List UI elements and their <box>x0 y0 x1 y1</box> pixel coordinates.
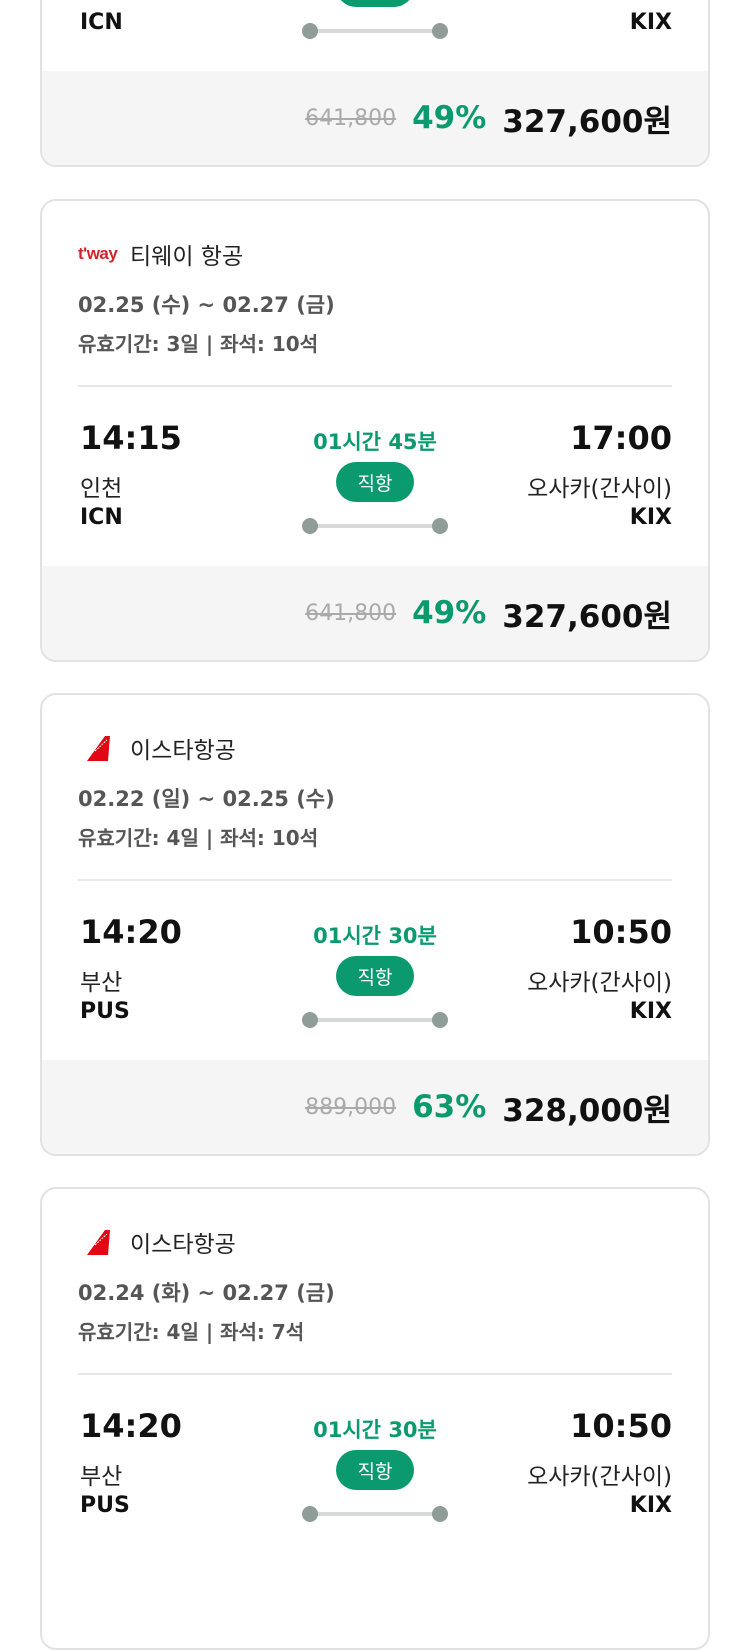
flight-card[interactable]: t'way 티웨이 항공 02.25 (수) ~ 02.27 (금) 유효기간:… <box>40 199 710 662</box>
travel-dates: 02.25 (수) ~ 02.27 (금) <box>78 293 335 317</box>
direct-badge: 직항 <box>336 462 414 502</box>
direct-badge: 직항 <box>336 956 414 996</box>
travel-dates: 02.22 (일) ~ 02.25 (수) <box>78 787 335 811</box>
departure-code: ICN <box>80 505 123 530</box>
original-price: 889,000 <box>305 1094 397 1120</box>
departure-city: 인천 <box>80 476 123 502</box>
divider <box>78 1373 672 1375</box>
original-price: 641,800 <box>305 105 397 131</box>
route-line <box>302 23 448 39</box>
price-area: 641,800 49% 327,600원 <box>42 71 708 165</box>
eastar-tail-logo-icon <box>78 1227 118 1257</box>
price-area: 641,800 49% 327,600원 <box>42 566 708 660</box>
final-price: 327,600원 <box>502 598 672 635</box>
original-price: 641,800 <box>305 600 397 626</box>
arrival-city: 오사카(간사이) <box>527 1464 672 1490</box>
airline-row: t'way 티웨이 항공 <box>78 239 244 270</box>
arrival-city: 오사카(간사이) <box>527 476 672 502</box>
eastar-tail-logo-icon <box>78 733 118 763</box>
airline-name: 이스타항공 <box>130 738 236 764</box>
discount-rate: 63% <box>412 1089 487 1125</box>
route-line <box>302 1012 448 1028</box>
arrival-time: 10:50 <box>570 1407 672 1445</box>
departure-city: 부산 <box>80 1464 123 1490</box>
departure-time: 14:15 <box>80 419 182 457</box>
discount-rate: 49% <box>412 100 487 136</box>
flight-card[interactable]: 이스타항공 02.24 (화) ~ 02.27 (금) 유효기간: 4일 | 좌… <box>40 1187 710 1650</box>
arrival-code: KIX <box>629 505 672 530</box>
arrival-code: KIX <box>629 10 672 35</box>
flight-duration: 01시간 30분 <box>313 1418 437 1442</box>
final-price: 327,600원 <box>502 103 672 140</box>
price-area: 889,000 63% 328,000원 <box>42 1060 708 1154</box>
arrival-city: 오사카(간사이) <box>527 970 672 996</box>
departure-time: 14:20 <box>80 1407 182 1445</box>
direct-badge: 직항 <box>336 1450 414 1490</box>
arrival-time: 17:00 <box>570 419 672 457</box>
airline-row: 이스타항공 <box>78 733 236 764</box>
arrival-code: KIX <box>629 1493 672 1518</box>
final-price: 328,000원 <box>502 1092 672 1129</box>
departure-code: PUS <box>80 1493 130 1518</box>
airline-name: 티웨이 항공 <box>130 244 244 270</box>
flight-duration: 01시간 30분 <box>313 924 437 948</box>
divider <box>78 385 672 387</box>
validity-seats: 유효기간: 4일 | 좌석: 10석 <box>78 826 319 850</box>
flight-duration: 01시간 45분 <box>313 430 437 454</box>
flight-card[interactable]: ICN KIX 641,800 49% 327,600원 <box>40 0 710 167</box>
departure-time: 14:20 <box>80 913 182 951</box>
departure-code: PUS <box>80 999 130 1024</box>
flight-card[interactable]: 이스타항공 02.22 (일) ~ 02.25 (수) 유효기간: 4일 | 좌… <box>40 693 710 1156</box>
departure-city: 부산 <box>80 970 123 996</box>
airline-row: 이스타항공 <box>78 1227 236 1258</box>
divider <box>78 879 672 881</box>
airline-name: 이스타항공 <box>130 1232 236 1258</box>
discount-rate: 49% <box>412 595 487 631</box>
arrival-time: 10:50 <box>570 913 672 951</box>
validity-seats: 유효기간: 3일 | 좌석: 10석 <box>78 332 319 356</box>
validity-seats: 유효기간: 4일 | 좌석: 7석 <box>78 1320 305 1344</box>
route-line <box>302 518 448 534</box>
departure-code: ICN <box>80 10 123 35</box>
travel-dates: 02.24 (화) ~ 02.27 (금) <box>78 1281 335 1305</box>
direct-badge <box>336 0 414 7</box>
route-line <box>302 1506 448 1522</box>
arrival-code: KIX <box>629 999 672 1024</box>
tway-logo-icon: t'way <box>78 244 118 263</box>
